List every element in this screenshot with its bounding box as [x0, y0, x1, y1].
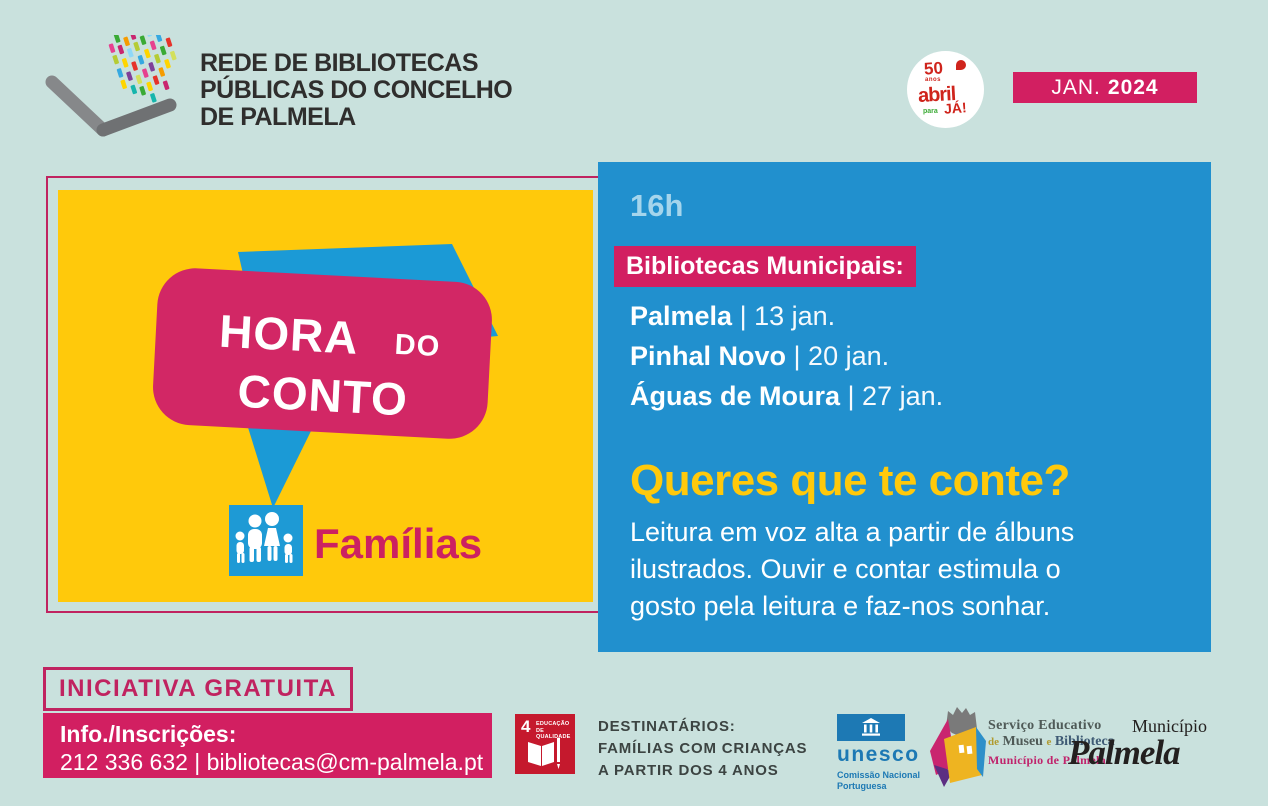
libraries-highlight-label: Bibliotecas Municipais:: [614, 246, 916, 287]
familias-label: Famílias: [314, 520, 483, 567]
unesco-temple-icon: [837, 714, 905, 741]
family-icon: [229, 505, 303, 576]
bubble-word-do: DO: [394, 329, 441, 363]
schedule-row: Palmela | 13 jan.: [630, 301, 836, 331]
contact-title: Info./Inscrições:: [60, 721, 237, 747]
contact-details: 212 336 632 | bibliotecas@cm-palmela.pt: [60, 749, 484, 775]
bubble-word-conto: CONTO: [236, 365, 409, 426]
50-anos-abril-badge: 50 anos abril para JÁ!: [907, 51, 984, 128]
carnation-icon: [956, 60, 966, 70]
network-title-line2: PÚBLICAS DO CONCELHO: [200, 76, 513, 104]
event-description: Leitura em voz alta a partir de álbuns i…: [630, 517, 1075, 621]
open-book-icon: [528, 738, 560, 769]
palmela-word: Palmela: [1068, 733, 1181, 772]
badge-ja-text: JÁ!: [943, 99, 968, 117]
servico-line1: Serviço Educativo: [988, 718, 1102, 733]
badge-50-number: 50: [923, 58, 944, 79]
badge-anos-text: anos: [925, 77, 942, 83]
event-headline: Queres que te conte?: [630, 456, 1070, 505]
free-initiative-tag: INICIATIVA GRATUITA: [43, 667, 353, 711]
sdg4-quality-education-icon: 4 EDUCAÇÃO DE QUALIDADE: [515, 714, 575, 774]
network-title-line1: REDE DE BIBLIOTECAS: [200, 49, 479, 77]
contact-bar: Info./Inscrições: 212 336 632 | bibliote…: [43, 713, 492, 778]
badge-para-text: para: [923, 108, 938, 115]
session-info-panel: 16h Bibliotecas Municipais: Palmela | 13…: [598, 162, 1211, 652]
unesco-logo: unesco Comissão Nacional Portuguesa: [837, 714, 927, 791]
sdg-number: 4: [521, 717, 531, 736]
hora-do-conto-speech-bubble: HORA DO CONTO: [153, 244, 498, 508]
target-audience-text: DESTINATÁRIOS: FAMÍLIAS COM CRIANÇAS A P…: [598, 718, 808, 779]
municipio-palmela-logo: Município Palmela: [1068, 716, 1213, 773]
servico-educativo-castle-icon: [930, 707, 986, 787]
session-time: 16h: [630, 188, 684, 223]
servico-line3: Município de Palmela: [988, 753, 1106, 767]
unesco-wordmark: unesco: [837, 743, 920, 766]
servico-educativo-logo-text: Serviço Educativo de Museu e Biblioteca …: [988, 718, 1115, 768]
year-label: 2024: [1107, 75, 1159, 99]
sdg-caption: EDUCAÇÃO DE QUALIDADE: [536, 721, 571, 740]
bubble-word-hora: HORA: [218, 305, 360, 364]
month-label: JAN.: [1051, 75, 1101, 99]
schedule-row: Águas de Moura | 27 jan.: [630, 381, 944, 411]
network-title-line3: DE PALMELA: [200, 103, 356, 131]
unesco-subtitle: Comissão Nacional Portuguesa: [837, 770, 921, 791]
servico-line2: de Museu e Biblioteca: [988, 734, 1115, 749]
network-title: REDE DE BIBLIOTECAS PÚBLICAS DO CONCELHO…: [200, 49, 513, 131]
library-network-logo-icon: [45, 35, 177, 137]
schedule-row: Pinhal Novo | 20 jan.: [630, 341, 890, 371]
schedule-list: Palmela | 13 jan. Pinhal Novo | 20 jan. …: [630, 296, 943, 416]
municipio-word: Município: [1132, 716, 1207, 736]
month-year-tag: JAN. 2024: [1013, 72, 1197, 103]
